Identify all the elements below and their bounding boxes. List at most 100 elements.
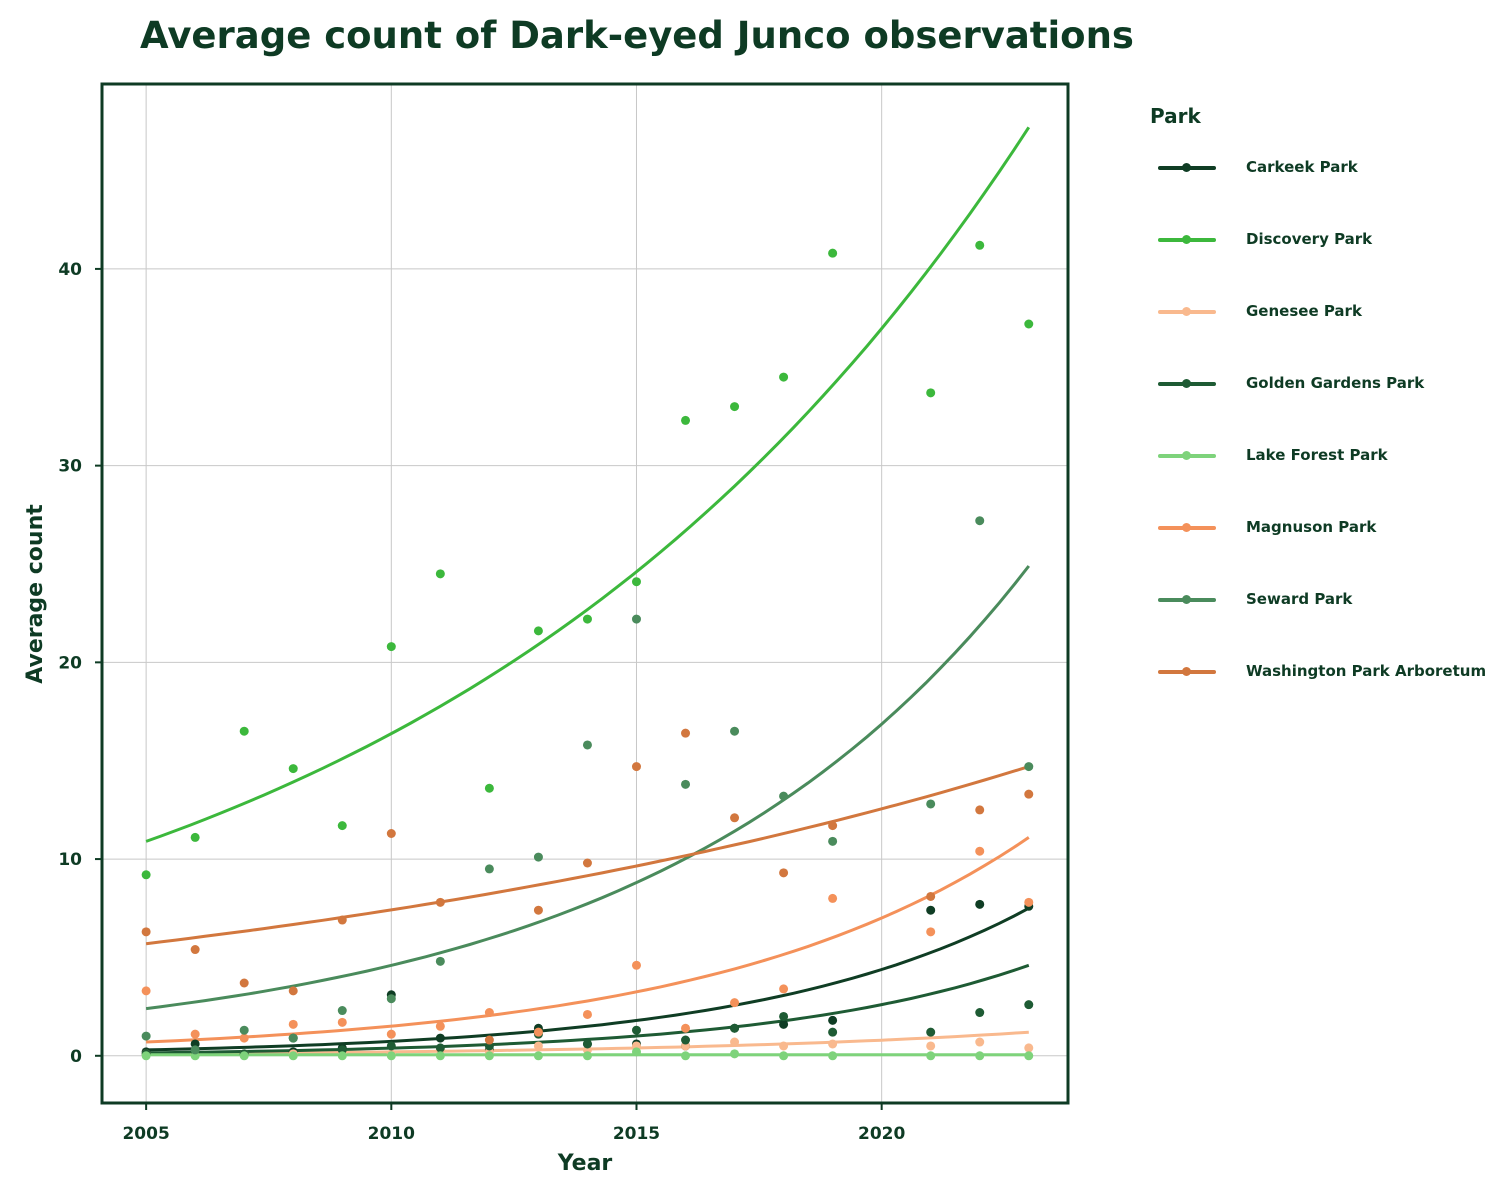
data-point	[239, 1033, 249, 1043]
legend-item: Carkeek Park	[1150, 158, 1490, 230]
data-point	[1024, 897, 1034, 907]
data-point	[926, 799, 936, 809]
data-point	[288, 1033, 298, 1043]
x-tick-label: 2010	[368, 1124, 415, 1144]
data-point	[484, 783, 494, 793]
data-point	[681, 415, 691, 425]
data-point	[141, 986, 151, 996]
y-tick-label: 0	[70, 1047, 82, 1067]
data-point	[779, 1041, 789, 1051]
data-point	[190, 1045, 200, 1055]
y-axis-title: Average count	[23, 504, 48, 684]
data-point	[435, 1043, 445, 1053]
data-point	[730, 998, 740, 1008]
trend-line	[146, 906, 1030, 1052]
data-point	[730, 1037, 740, 1047]
data-point	[337, 1051, 347, 1061]
data-point	[926, 1041, 936, 1051]
data-point	[779, 1011, 789, 1021]
data-point	[484, 1035, 494, 1045]
data-point	[975, 1037, 985, 1047]
axes: 2005 2010 2015 2020 0 10 20 30 40	[58, 82, 1070, 1144]
y-tick-label: 10	[58, 850, 82, 870]
data-point	[975, 1008, 985, 1018]
data-point	[533, 1027, 543, 1037]
data-point	[1024, 1051, 1034, 1061]
data-point	[730, 1049, 740, 1059]
legend-item: Lake Forest Park	[1150, 446, 1490, 518]
data-point	[337, 1017, 347, 1027]
data-point	[386, 1029, 396, 1039]
legend-label: Washington Park Arboretum	[1246, 662, 1487, 680]
data-point	[828, 1015, 838, 1025]
data-point	[582, 614, 592, 624]
data-point	[828, 893, 838, 903]
legend-item: Golden Gardens Park	[1150, 374, 1490, 446]
legend-marker	[1182, 667, 1191, 676]
data-point	[631, 614, 641, 624]
data-point	[730, 402, 740, 412]
legend-label: Magnuson Park	[1246, 518, 1377, 536]
data-point	[975, 805, 985, 815]
data-points	[141, 240, 1034, 1061]
data-point	[533, 905, 543, 915]
data-point	[582, 1009, 592, 1019]
data-point	[1024, 1043, 1034, 1053]
data-point	[533, 852, 543, 862]
data-point	[975, 1051, 985, 1061]
data-point	[681, 1023, 691, 1033]
data-point	[1024, 1000, 1034, 1010]
data-point	[435, 897, 445, 907]
data-point	[337, 1006, 347, 1016]
data-point	[337, 915, 347, 925]
legend-item: Magnuson Park	[1150, 518, 1490, 590]
data-point	[288, 1051, 298, 1061]
data-point	[926, 927, 936, 937]
data-point	[681, 779, 691, 789]
data-point	[435, 1051, 445, 1061]
data-point	[386, 1041, 396, 1051]
data-point	[239, 1025, 249, 1035]
legend-label: Discovery Park	[1246, 230, 1373, 248]
data-point	[926, 905, 936, 915]
data-point	[631, 577, 641, 587]
data-point	[681, 1035, 691, 1045]
legend-item: Washington Park Arboretum	[1150, 662, 1490, 734]
data-point	[190, 945, 200, 955]
trend-lines	[145, 126, 1031, 1057]
data-point	[435, 569, 445, 579]
data-point	[582, 1039, 592, 1049]
legend-marker	[1182, 307, 1191, 316]
data-point	[141, 1031, 151, 1041]
data-point	[484, 1051, 494, 1061]
data-point	[190, 832, 200, 842]
data-point	[386, 828, 396, 838]
trend-line	[145, 765, 1030, 946]
data-point	[975, 516, 985, 526]
data-point	[828, 836, 838, 846]
x-tick-label: 2005	[122, 1124, 169, 1144]
data-point	[828, 248, 838, 258]
data-point	[828, 1051, 838, 1061]
data-point	[141, 1051, 151, 1061]
data-point	[386, 994, 396, 1004]
data-point	[582, 1051, 592, 1061]
trend-line	[145, 565, 1030, 1011]
data-point	[779, 984, 789, 994]
data-point	[337, 821, 347, 831]
legend-item: Discovery Park	[1150, 230, 1490, 302]
x-tick-label: 2015	[613, 1124, 660, 1144]
trend-line	[145, 126, 1031, 843]
x-axis-title: Year	[557, 1151, 613, 1176]
data-point	[779, 868, 789, 878]
data-point	[681, 728, 691, 738]
data-point	[631, 1047, 641, 1057]
data-point	[435, 1021, 445, 1031]
legend-label: Lake Forest Park	[1246, 446, 1388, 464]
data-point	[288, 986, 298, 996]
data-point	[288, 1019, 298, 1029]
data-point	[926, 388, 936, 398]
data-point	[779, 372, 789, 382]
data-point	[288, 764, 298, 774]
